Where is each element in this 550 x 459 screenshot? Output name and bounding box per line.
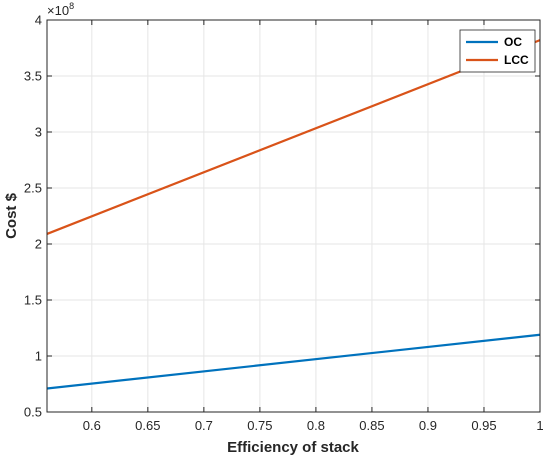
y-exponent-label: ×108: [47, 1, 74, 18]
series-lines: [46, 39, 541, 390]
x-tick-label: 1: [536, 418, 543, 433]
y-exponent-power: 8: [69, 1, 74, 11]
legend-label-lcc: LCC: [504, 53, 529, 67]
x-tick-label: 0.9: [419, 418, 437, 433]
tick-labels: 0.6 0.65 0.7 0.75 0.8 0.85 0.9 0.95 1 0.5 1 1.5 2 2.5…: [24, 13, 544, 434]
y-tick-label: 3: [35, 125, 42, 140]
x-tick-label: 0.75: [247, 418, 272, 433]
x-axis-label: Efficiency of stack: [227, 439, 359, 456]
y-tick-label: 1: [35, 349, 42, 364]
y-tick-label: 0.5: [24, 405, 42, 420]
legend: OC LCC: [459, 29, 536, 73]
x-tick-label: 0.6: [83, 418, 101, 433]
y-tick-label: 2.5: [24, 181, 42, 196]
y-exponent-base: ×10: [47, 3, 69, 18]
x-tick-label: 0.8: [307, 418, 325, 433]
legend-label-oc: OC: [504, 35, 522, 49]
y-tick-label: 2: [35, 237, 42, 252]
plot-area: [47, 20, 540, 412]
x-tick-label: 0.65: [135, 418, 160, 433]
ticks: [47, 19, 541, 413]
y-axis-label: Cost $: [3, 192, 20, 239]
y-tick-label: 4: [35, 13, 42, 28]
x-tick-label: 0.85: [359, 418, 384, 433]
series-line-oc: [46, 333, 541, 390]
y-tick-label: 1.5: [24, 293, 42, 308]
series-line-lcc: [46, 39, 541, 235]
x-tick-label: 0.95: [471, 418, 496, 433]
x-tick-label: 0.7: [195, 418, 213, 433]
legend-box: [459, 29, 536, 73]
plot-border: [46, 19, 541, 413]
y-tick-label: 3.5: [24, 69, 42, 84]
